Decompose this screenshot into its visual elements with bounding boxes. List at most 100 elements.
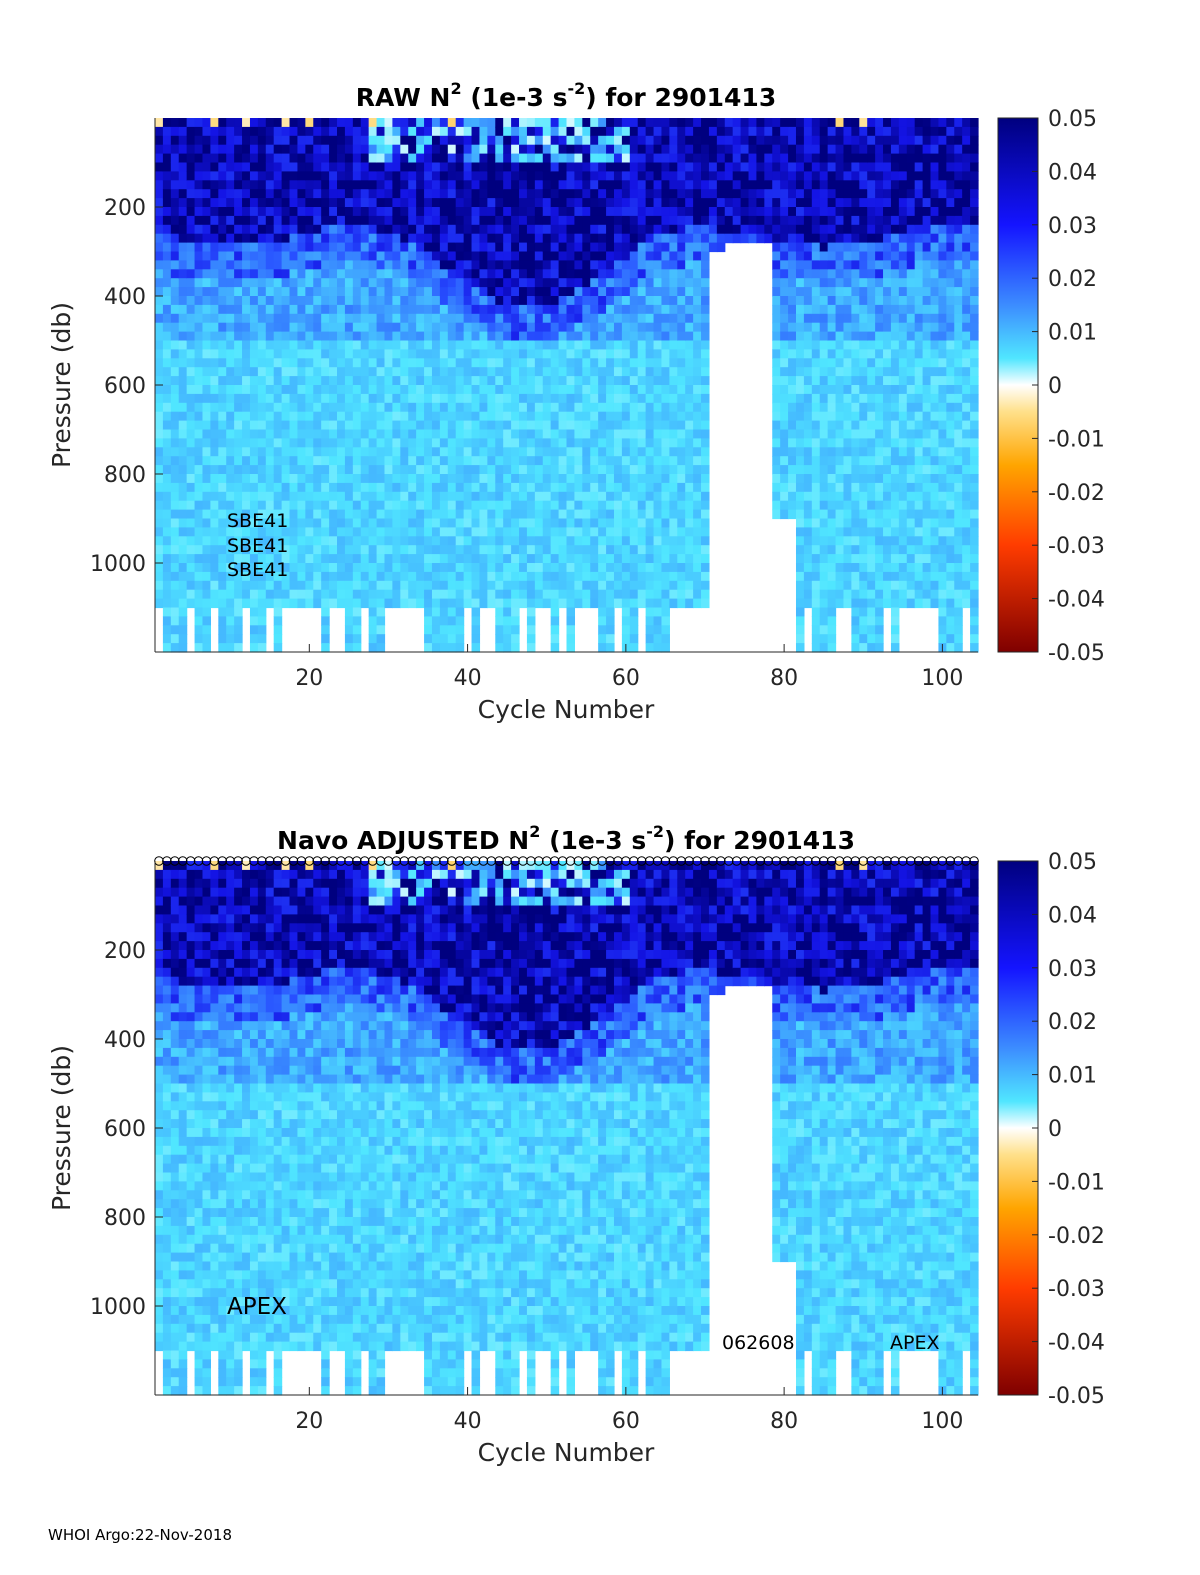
heatmap-cell: [819, 438, 829, 448]
heatmap-cell: [819, 643, 829, 653]
heatmap-cell: [724, 135, 734, 146]
heatmap-cell: [511, 296, 520, 306]
heatmap-cell: [685, 438, 694, 448]
heatmap-cell: [803, 465, 813, 475]
heatmap-cell: [226, 287, 235, 297]
heatmap-cell: [629, 500, 639, 511]
heatmap-cell: [811, 358, 821, 368]
heatmap-cell: [360, 118, 370, 128]
heatmap-cell: [170, 296, 180, 306]
heatmap-cell: [606, 402, 615, 413]
heatmap-cell: [218, 482, 227, 493]
heatmap-cell: [234, 456, 243, 466]
heatmap-cell: [329, 296, 338, 306]
heatmap-cell: [313, 491, 322, 502]
heatmap-cell: [867, 358, 876, 368]
heatmap-cell: [495, 304, 504, 315]
heatmap-cell: [693, 465, 702, 475]
heatmap-cell: [883, 340, 892, 350]
heatmap-cell: [297, 545, 306, 555]
heatmap-cell: [772, 429, 781, 439]
heatmap-cell: [384, 287, 393, 297]
heatmap-cell: [685, 144, 694, 155]
heatmap-cell: [210, 456, 219, 466]
heatmap-cell: [795, 118, 805, 128]
heatmap-cell: [740, 233, 750, 244]
heatmap-cell: [582, 260, 591, 270]
heatmap-cell: [424, 322, 433, 333]
heatmap-cell: [519, 509, 528, 520]
heatmap-cell: [843, 162, 852, 172]
heatmap-cell: [558, 367, 568, 377]
heatmap-cell: [170, 340, 180, 350]
heatmap-cell: [795, 287, 805, 297]
heatmap-cell: [574, 367, 583, 377]
heatmap-cell: [313, 171, 322, 181]
heatmap-cell: [724, 189, 734, 199]
heatmap-cell: [827, 215, 837, 226]
heatmap-cell: [439, 126, 449, 137]
heatmap-cell: [170, 518, 180, 528]
heatmap-cell: [693, 482, 702, 493]
heatmap-cell: [574, 207, 583, 217]
heatmap-cell: [835, 242, 845, 253]
heatmap-cell: [875, 207, 884, 217]
heatmap-cell: [431, 465, 441, 475]
heatmap-cell: [598, 420, 607, 431]
heatmap-cell: [463, 545, 473, 555]
heatmap-cell: [867, 625, 876, 635]
heatmap-cell: [534, 385, 544, 395]
heatmap-cell: [487, 393, 496, 404]
heatmap-cell: [724, 118, 734, 128]
heatmap-cell: [606, 634, 615, 644]
heatmap-cell: [479, 491, 488, 502]
heatmap-cell: [859, 571, 868, 582]
heatmap-cell: [360, 420, 370, 431]
heatmap-cell: [788, 180, 797, 190]
heatmap-cell: [883, 598, 892, 609]
heatmap-cell: [249, 571, 259, 582]
heatmap-cell: [803, 598, 813, 609]
heatmap-cell: [352, 180, 362, 190]
heatmap-cell: [178, 171, 188, 181]
heatmap-cell: [772, 180, 781, 190]
heatmap-cell: [511, 331, 520, 342]
heatmap-cell: [503, 411, 512, 422]
heatmap-cell: [788, 118, 797, 128]
heatmap-cell: [392, 304, 401, 315]
heatmap-cell: [534, 180, 544, 190]
heatmap-cell: [724, 215, 734, 226]
heatmap-cell: [780, 171, 789, 181]
heatmap-cell: [226, 625, 235, 635]
heatmap-cell: [360, 447, 370, 457]
heatmap-cell: [677, 500, 686, 511]
heatmap-cell: [455, 376, 465, 386]
heatmap-cell: [803, 304, 813, 315]
heatmap-cell: [851, 447, 860, 457]
heatmap-cell: [360, 518, 370, 528]
heatmap-cell: [170, 189, 180, 199]
heatmap-cell: [455, 269, 465, 279]
heatmap-cell: [629, 269, 639, 279]
heatmap-cell: [344, 162, 354, 172]
heatmap-cell: [606, 482, 615, 493]
heatmap-cell: [598, 278, 607, 288]
heatmap-cell: [772, 171, 781, 181]
heatmap-cell: [487, 215, 496, 226]
heatmap-cell: [352, 518, 362, 528]
heatmap-cell: [289, 233, 299, 244]
heatmap-cell: [780, 393, 789, 404]
heatmap-cell: [621, 260, 631, 270]
heatmap-cell: [661, 313, 670, 324]
heatmap-cell: [582, 554, 591, 564]
heatmap-cell: [463, 411, 473, 422]
heatmap-cell: [376, 251, 386, 261]
heatmap-cell: [265, 153, 275, 164]
heatmap-cell: [162, 456, 172, 466]
heatmap-cell: [542, 385, 552, 395]
heatmap-cell: [732, 144, 742, 155]
heatmap-cell: [439, 287, 449, 297]
heatmap-cell: [677, 135, 686, 146]
heatmap-cell: [162, 126, 172, 137]
heatmap-cell: [431, 438, 441, 448]
